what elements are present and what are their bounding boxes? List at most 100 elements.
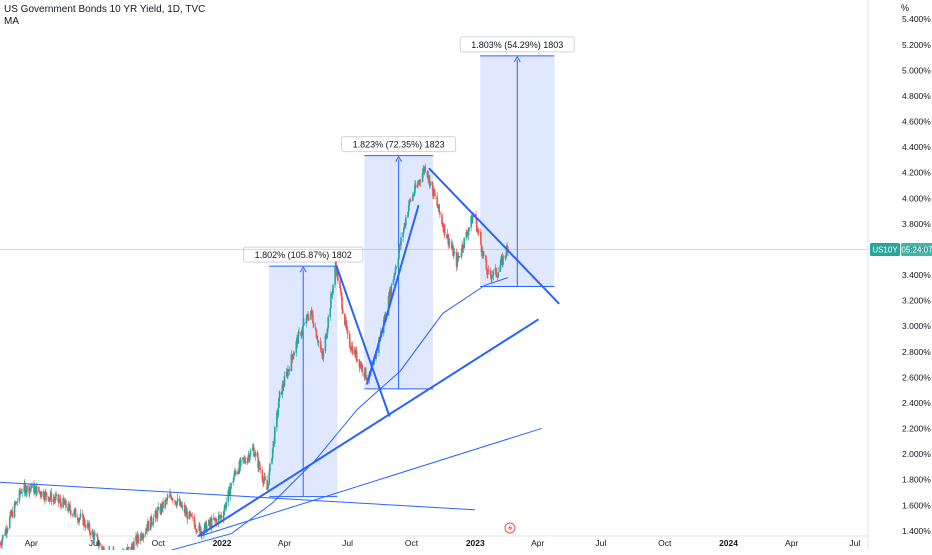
candle-body <box>274 427 276 443</box>
candle-body <box>323 351 325 359</box>
candle-body <box>65 500 67 507</box>
candle-body <box>497 272 499 277</box>
chart-title: US Government Bonds 10 YR Yield, 1D, TVC <box>4 4 205 16</box>
candle-body <box>250 451 252 457</box>
candle <box>65 499 67 510</box>
x-tick-label: Jul <box>89 538 100 548</box>
candle-body <box>352 346 354 354</box>
candle-body <box>405 218 407 226</box>
trend-line <box>201 429 542 536</box>
candle-body <box>34 488 36 493</box>
candle <box>361 363 363 376</box>
candle-body <box>410 200 412 201</box>
candle-body <box>157 507 159 510</box>
candle-body <box>327 317 329 328</box>
candle <box>31 482 33 488</box>
candle-body <box>284 376 286 386</box>
candle-body <box>291 354 293 357</box>
candle-body <box>157 510 159 518</box>
candle-body <box>303 323 305 326</box>
y-tick-label: 5.000% <box>902 65 931 75</box>
candle-body <box>245 461 247 463</box>
measure-box: 1.802% (105.87%) 1802 <box>244 247 363 497</box>
x-tick-label: Oct <box>152 538 166 548</box>
candle-body <box>80 514 82 518</box>
candle-body <box>397 259 399 268</box>
indicator-label: MA <box>4 16 205 28</box>
trend-line <box>0 482 475 510</box>
candle-body <box>289 369 291 371</box>
candle <box>17 498 19 506</box>
candle-body <box>138 539 140 541</box>
candle-body <box>264 477 266 481</box>
candle-body <box>36 487 38 495</box>
y-tick-label: 4.800% <box>902 91 931 101</box>
candle-body <box>478 231 480 232</box>
candle-body <box>429 181 431 185</box>
candle-body <box>41 491 43 496</box>
y-tick-label: 2.000% <box>902 449 931 459</box>
candle-body <box>51 493 53 502</box>
candle-body <box>89 532 91 535</box>
y-tick-label: 3.200% <box>902 296 931 306</box>
y-tick-label: 1.800% <box>902 475 931 485</box>
candle-body <box>55 494 57 496</box>
x-tick-label: Oct <box>658 538 672 548</box>
candle-body <box>128 547 130 548</box>
candle <box>463 237 465 249</box>
candle-body <box>356 351 358 361</box>
candle-body <box>332 285 334 293</box>
candle <box>41 491 43 499</box>
candle-body <box>277 408 279 415</box>
y-tick-label: 2.800% <box>902 347 931 357</box>
candle-body <box>308 318 310 319</box>
candle <box>46 492 48 501</box>
candle-body <box>259 468 261 470</box>
candle <box>250 448 252 457</box>
candle-body <box>279 392 281 398</box>
candle <box>444 224 446 238</box>
candle-body <box>313 323 315 328</box>
candle-body <box>459 256 461 257</box>
x-tick-label: 2023 <box>466 538 485 548</box>
candle-body <box>342 310 344 314</box>
y-axis-unit: % <box>901 3 909 13</box>
candle-body <box>427 171 429 177</box>
candle-body <box>133 541 135 550</box>
candle-body <box>463 238 465 248</box>
measure-box: 1.803% (54.29%) 1803 <box>460 37 574 287</box>
y-tick-label: 3.000% <box>902 321 931 331</box>
candle-body <box>143 534 145 538</box>
x-tick-label: 2022 <box>213 538 232 548</box>
y-tick-label: 5.200% <box>902 40 931 50</box>
candle <box>153 514 155 527</box>
candle-body <box>75 509 77 517</box>
candle-body <box>329 308 331 317</box>
candle-body <box>449 241 451 243</box>
x-tick-label: 2024 <box>719 538 738 548</box>
candle-body <box>298 332 300 333</box>
candle-body <box>480 232 482 245</box>
candle-body <box>85 525 87 527</box>
candle-body <box>302 327 304 333</box>
candle-body <box>172 499 174 501</box>
candle-body <box>493 270 495 275</box>
candle-body <box>38 487 40 492</box>
candle-body <box>153 518 155 524</box>
candle-body <box>60 503 62 508</box>
candle-body <box>438 204 440 212</box>
candle-body <box>162 502 164 508</box>
candle-body <box>261 470 263 479</box>
candle-body <box>347 330 349 334</box>
candle-body <box>191 516 193 517</box>
x-tick-label: Jul <box>849 538 860 548</box>
y-tick-label: 3.400% <box>902 270 931 280</box>
x-tick-label: Apr <box>531 538 544 548</box>
candle-body <box>502 256 504 265</box>
candle-body <box>167 497 169 498</box>
candle-body <box>70 511 72 515</box>
x-tick-label: Apr <box>25 538 38 548</box>
